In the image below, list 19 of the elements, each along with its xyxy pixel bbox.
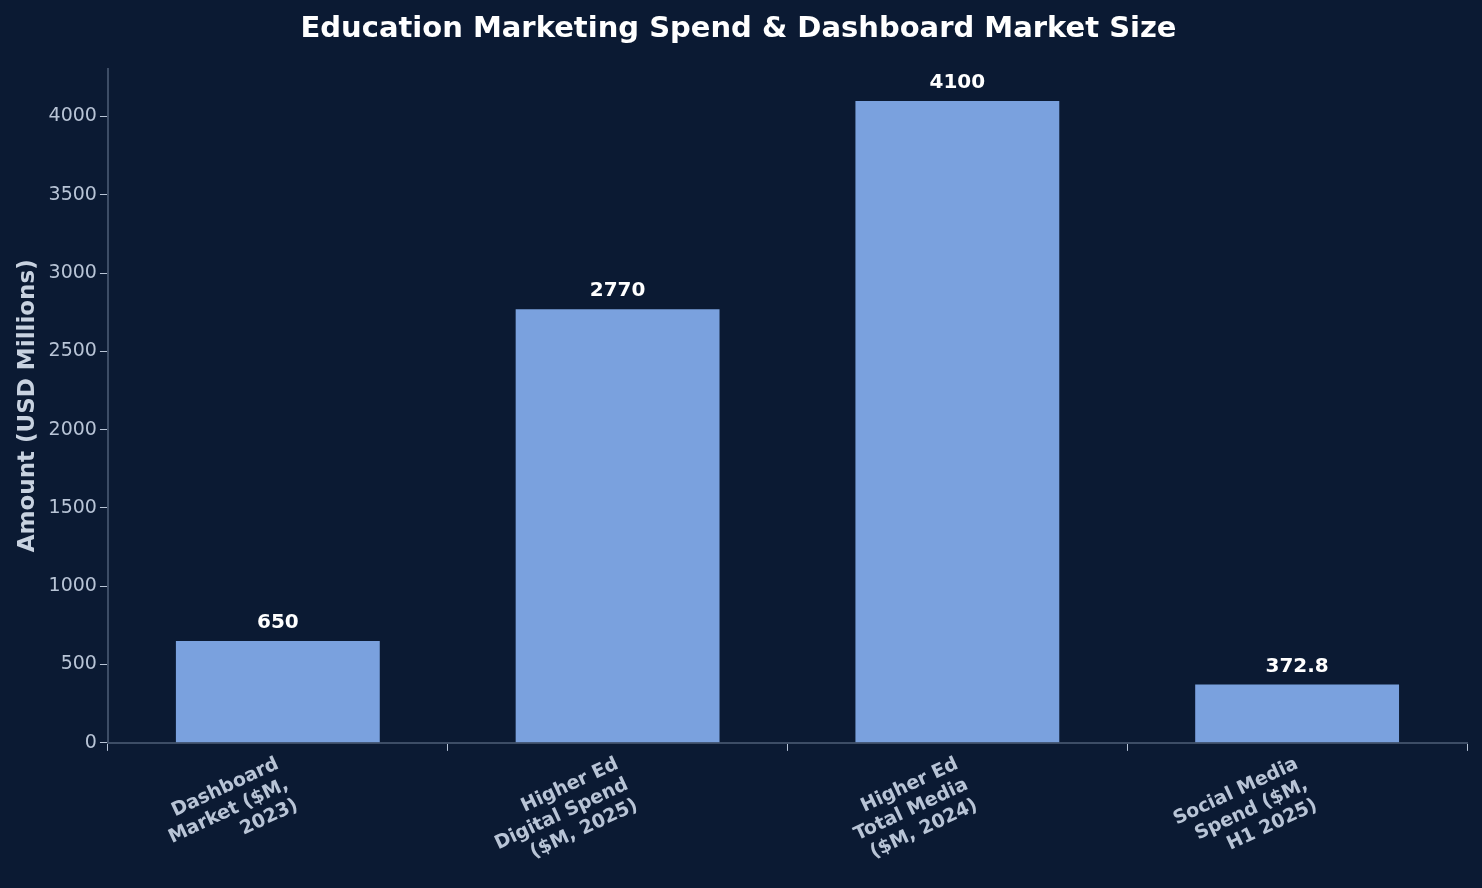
- y-tick-label: 4000: [48, 103, 97, 126]
- y-tick-label: 0: [84, 729, 97, 752]
- bar: [855, 100, 1060, 743]
- bar: [175, 641, 380, 743]
- y-tick-label: 3000: [48, 260, 97, 283]
- chart-title: Education Marketing Spend & Dashboard Market Size: [300, 9, 1177, 44]
- y-tick-label: 2000: [48, 416, 97, 439]
- data-label: 372.8: [1265, 652, 1329, 677]
- data-label: 2770: [589, 277, 646, 302]
- bar: [515, 309, 720, 743]
- bar: [1195, 684, 1400, 743]
- data-label: 650: [256, 609, 299, 634]
- y-tick-label: 500: [60, 651, 97, 674]
- y-tick-label: 3500: [48, 181, 97, 204]
- y-tick-label: 2500: [48, 338, 97, 361]
- data-label: 4100: [929, 69, 986, 94]
- y-tick-label: 1000: [48, 573, 97, 596]
- y-tick-label: 1500: [48, 494, 97, 517]
- y-axis-title: Amount (USD Millions): [12, 259, 39, 553]
